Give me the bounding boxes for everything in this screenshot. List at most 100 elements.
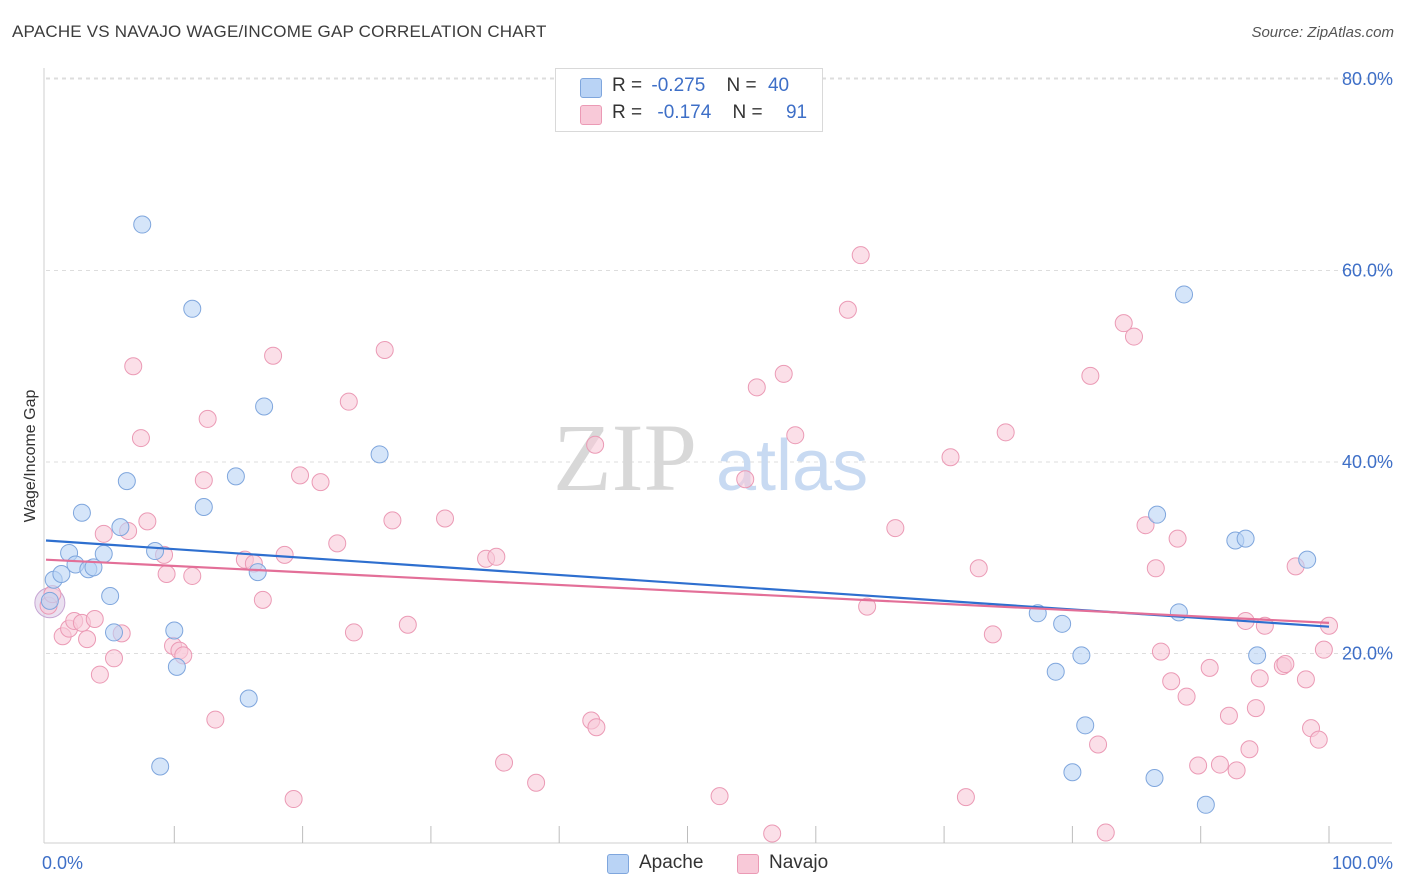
navajo-point (1089, 735, 1108, 754)
apache-point (40, 591, 59, 610)
navajo-point (941, 448, 960, 467)
navajo-point (710, 787, 729, 806)
correlation-legend: R = -0.275 N = 40 R = -0.174 N = 91 (555, 68, 823, 132)
navajo-point (1314, 640, 1333, 659)
apache-point (255, 397, 274, 416)
navajo-point (104, 649, 123, 668)
legend-n-label: N = (732, 102, 763, 123)
navajo-point (131, 429, 150, 448)
navajo-point (851, 246, 870, 265)
navajo-point (339, 392, 358, 411)
x-tick-label-min: 0.0% (42, 853, 83, 873)
apache-point (101, 587, 120, 606)
navajo-point (264, 346, 283, 365)
navajo-point (1146, 559, 1165, 578)
navajo-point (1276, 655, 1295, 674)
navajo-point (774, 364, 793, 383)
apache-point (1145, 768, 1164, 787)
navajo-point (1114, 314, 1133, 333)
navajo-point (1296, 670, 1315, 689)
navajo-point (1246, 699, 1265, 718)
apache-point (1248, 646, 1267, 665)
navajo-point (198, 409, 217, 428)
apache-point (1063, 763, 1082, 782)
apache-point (248, 563, 267, 582)
navajo-point (90, 665, 109, 684)
navajo-point (157, 565, 176, 584)
legend-r-value: -0.174 (657, 102, 712, 123)
navajo-point (1219, 706, 1238, 725)
navajo-point (736, 470, 755, 489)
navajo-point (375, 340, 394, 359)
navajo-point (838, 300, 857, 319)
apache-swatch (607, 854, 629, 874)
apache-swatch (580, 78, 602, 98)
navajo-point (275, 545, 294, 564)
apache-point (165, 621, 184, 640)
navajo-point (586, 435, 605, 454)
apache-point (94, 544, 113, 563)
watermark-zip: ZIP (553, 404, 697, 511)
navajo-swatch (580, 105, 602, 125)
apache-point (370, 445, 389, 464)
apache-point (226, 467, 245, 486)
legend-n-value: 40 (767, 75, 790, 96)
apache-point (117, 472, 136, 491)
apache-point (1076, 716, 1095, 735)
navajo-point (436, 509, 455, 528)
tick-labels: 20.0% 40.0% 60.0% 80.0% 0.0% 100.0% (42, 69, 1393, 873)
navajo-point (763, 824, 782, 843)
navajo-point (886, 519, 905, 538)
navajo-point (1124, 327, 1143, 346)
apache-point (111, 518, 130, 537)
navajo-point (969, 559, 988, 578)
navajo-point (587, 718, 606, 737)
source-label: Source: ZipAtlas.com (1251, 24, 1394, 41)
apache-point (72, 503, 91, 522)
apache-point (239, 689, 258, 708)
navajo-point (328, 534, 347, 553)
navajo-point (284, 790, 303, 809)
y-tick-label: 40.0% (1342, 452, 1393, 472)
navajo-point (383, 511, 402, 530)
navajo-point (858, 597, 877, 616)
navajo-point (85, 610, 104, 629)
y-tick-label: 60.0% (1342, 261, 1393, 281)
chart-title: APACHE VS NAVAJO WAGE/INCOME GAP CORRELA… (12, 22, 547, 41)
navajo-point (206, 710, 225, 729)
apache-point (1169, 603, 1188, 622)
navajo-point (291, 466, 310, 485)
navajo-point (1210, 755, 1229, 774)
navajo-point (996, 423, 1015, 442)
navajo-point (194, 471, 213, 490)
legend-n-label: N = (726, 75, 757, 96)
apache-point (151, 757, 170, 776)
axes (43, 68, 1392, 844)
apache-point (1236, 529, 1255, 548)
apache-point (167, 657, 186, 676)
navajo-point (398, 615, 417, 634)
navajo-point (1240, 740, 1259, 759)
legend-n-value: 91 (785, 102, 808, 123)
navajo-point (1189, 756, 1208, 775)
legend-label-navajo: Navajo (769, 852, 829, 873)
navajo-point (124, 357, 143, 376)
trend-lines (45, 539, 1330, 628)
navajo-point (1309, 730, 1328, 749)
apache-point (104, 623, 123, 642)
navajo-point (1081, 366, 1100, 385)
navajo-trend-line (45, 558, 1330, 624)
series-legend: Apache Navajo (0, 852, 1406, 878)
legend-r-label: R = (612, 75, 643, 96)
navajo-swatch (737, 854, 759, 874)
navajo-point (138, 512, 157, 531)
apache-point (1196, 795, 1215, 814)
navajo-point (253, 590, 272, 609)
navajo-point (786, 426, 805, 445)
y-axis-label: Wage/Income Gap (22, 390, 39, 523)
apache-point (52, 565, 71, 584)
apache-point (1053, 614, 1072, 633)
navajo-point (1168, 529, 1187, 548)
legend-r-label: R = (612, 102, 643, 123)
